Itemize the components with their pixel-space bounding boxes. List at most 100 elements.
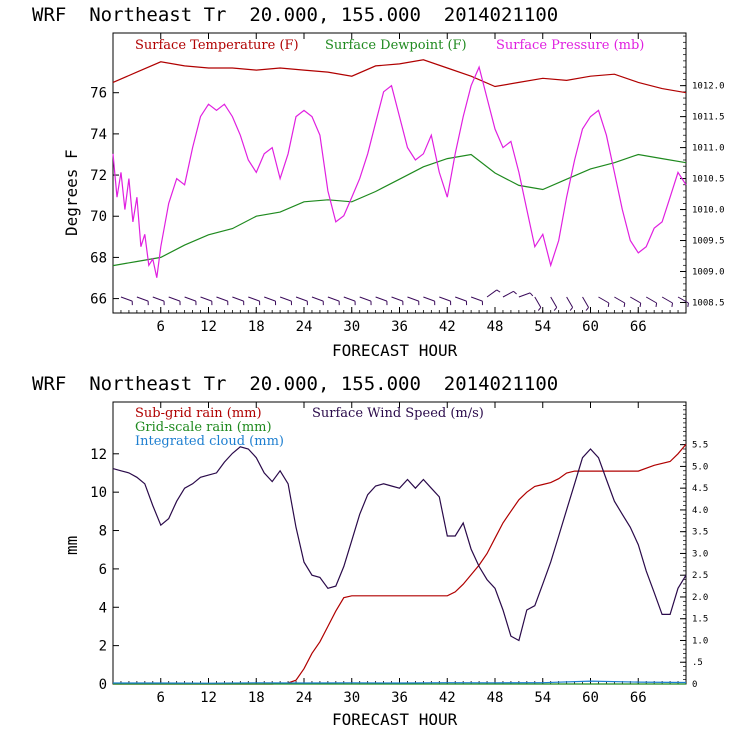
wind-barb-shaft: [550, 296, 558, 308]
wind-barb-flag: [553, 307, 558, 311]
wind-barb-shaft: [264, 296, 276, 302]
wind-barb-shaft: [200, 296, 212, 302]
wind-barb: [677, 296, 689, 308]
wind-barb-flag: [529, 292, 534, 297]
wind-barb: [375, 296, 388, 306]
y-tick-label: 6: [99, 562, 107, 578]
right-y-tick-label: 5.5: [692, 441, 708, 451]
x-tick-label: 12: [200, 319, 217, 335]
right-y-tick-label: 3.5: [692, 528, 708, 538]
wind-barb: [598, 296, 610, 308]
wind-barb-shaft: [582, 296, 589, 308]
wind-barb-shaft: [343, 296, 356, 302]
wind-barb-shaft: [216, 296, 228, 302]
x-tick-label: 30: [343, 319, 360, 335]
wind-barb-flag: [607, 302, 610, 308]
wind-barb-flag: [655, 302, 658, 308]
wind-barb-shaft: [168, 296, 181, 302]
wind-barb-shaft: [423, 296, 435, 302]
wind-barb-shaft: [311, 296, 324, 302]
wind-barb: [120, 296, 133, 306]
bottom-chart-header: WRF Northeast Tr 20.000, 155.000 2014021…: [32, 373, 558, 395]
wind-barb: [216, 296, 229, 306]
legend-gridscale-rain: Grid-scale rain (mm): [135, 420, 272, 435]
integrated-cloud-mm-line: [113, 680, 687, 684]
wind-barb-shaft: [614, 296, 626, 304]
x-tick-label: 42: [439, 319, 456, 335]
x-tick-label: 60: [582, 319, 599, 335]
wind-barb-flag: [537, 307, 542, 311]
wind-barb: [391, 296, 404, 306]
wind-barb-flag: [639, 302, 642, 308]
wind-barb: [152, 296, 165, 306]
x-tick-label: 6: [157, 319, 165, 335]
x-tick-label: 24: [296, 690, 313, 706]
surface-dewpoint-f-line: [112, 153, 687, 267]
wind-barb: [439, 296, 452, 306]
y-tick-label: 72: [90, 168, 107, 184]
wind-barb-flag: [671, 302, 674, 308]
x-tick-label: 66: [630, 319, 647, 335]
wind-barb: [343, 296, 356, 306]
wind-barb-shaft: [677, 296, 689, 304]
wind-barb: [566, 296, 574, 311]
right-y-tick-label: 1011.5: [692, 113, 725, 123]
wind-barb: [184, 296, 197, 306]
wind-barbs: [120, 289, 689, 311]
top-x-axis-label: FORECAST HOUR: [332, 341, 458, 360]
wind-barb: [359, 296, 372, 306]
x-tick-label: 24: [296, 319, 313, 335]
top-plot-frame: [112, 32, 687, 314]
x-tick-label: 12: [200, 690, 217, 706]
wind-barb-flag: [687, 302, 689, 308]
wind-barb-shaft: [295, 296, 308, 302]
bottom-chart: WRF Northeast Tr 20.000, 155.000 2014021…: [32, 373, 708, 729]
wind-barb: [136, 296, 149, 306]
x-tick-label: 54: [534, 319, 551, 335]
wind-barb-shaft: [502, 290, 514, 298]
wind-barb: [630, 296, 642, 308]
right-y-tick-label: 2.0: [692, 593, 708, 603]
wind-barb-shaft: [566, 296, 574, 308]
sub-grid-rain-mm-line: [113, 443, 687, 685]
right-y-tick-label: 1008.5: [692, 298, 725, 308]
wind-barb-shaft: [439, 296, 451, 302]
wind-barb-shaft: [645, 296, 657, 304]
wind-barb-shaft: [518, 292, 531, 298]
x-tick-label: 18: [248, 319, 265, 335]
y-tick-label: 74: [90, 127, 107, 143]
y-tick-label: 10: [90, 485, 107, 501]
bottom-plot-series: [112, 443, 687, 685]
legend-surface-temperature: Surface Temperature (F): [135, 38, 299, 53]
legend-subgrid-rain: Sub-grid rain (mm): [135, 406, 262, 421]
y-tick-label: 68: [90, 250, 107, 266]
right-y-tick-label: 4.0: [692, 506, 708, 516]
wind-barb-shaft: [455, 296, 467, 302]
surface-temperature-f-line: [112, 59, 687, 94]
right-y-tick-label: 1010.0: [692, 206, 725, 216]
wind-barb-shaft: [184, 296, 197, 302]
top-chart-header: WRF Northeast Tr 20.000, 155.000 2014021…: [32, 4, 558, 26]
right-y-tick-label: 1012.0: [692, 82, 725, 92]
right-y-tick-label: 1011.0: [692, 144, 725, 154]
x-tick-label: 48: [487, 690, 504, 706]
x-tick-label: 30: [343, 690, 360, 706]
wind-barb-flag: [569, 307, 574, 311]
legend-surface-wind-speed: Surface Wind Speed (m/s): [312, 406, 484, 421]
wind-barb: [264, 296, 277, 306]
y-tick-label: 76: [90, 86, 107, 102]
wind-barb: [645, 296, 658, 308]
wind-barb: [661, 296, 674, 308]
y-tick-label: 4: [99, 600, 107, 616]
x-tick-label: 66: [630, 690, 647, 706]
wind-barb: [534, 296, 542, 311]
right-y-tick-label: 5.0: [692, 462, 708, 472]
wind-barb: [423, 296, 436, 306]
wind-barb-shaft: [120, 296, 133, 302]
wind-barb-flag: [496, 289, 501, 293]
wind-barb-shaft: [661, 296, 673, 304]
top-chart: WRF Northeast Tr 20.000, 155.000 2014021…: [32, 4, 725, 360]
right-y-tick-label: 2.5: [692, 571, 708, 581]
x-tick-label: 54: [534, 690, 551, 706]
